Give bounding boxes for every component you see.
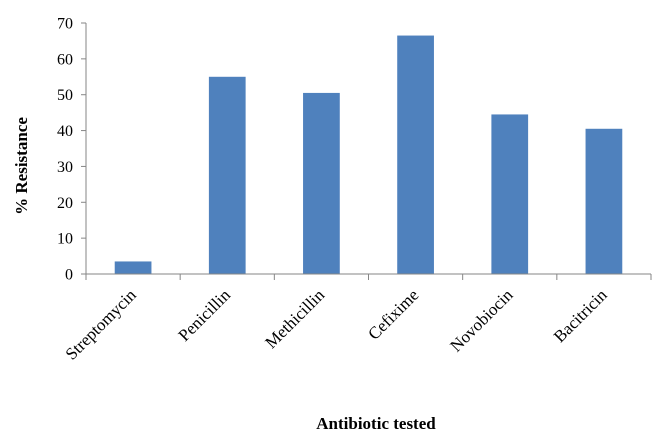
y-axis-title: % Resistance <box>12 117 31 215</box>
y-tick-label: 10 <box>57 231 73 248</box>
x-category-label: Bacitricin <box>550 285 611 346</box>
bar-bacitricin <box>585 128 623 274</box>
x-category-label: Streptomycin <box>62 285 141 364</box>
bar-novobiocin <box>491 114 529 274</box>
y-tick-label: 70 <box>57 16 73 33</box>
y-tick-label: 30 <box>57 159 73 176</box>
x-category-label: Novobiocin <box>446 285 517 356</box>
y-tick-label: 50 <box>57 87 73 104</box>
bar-cefixime <box>397 35 434 274</box>
x-category-label: Methicillin <box>261 285 328 352</box>
y-tick-label: 60 <box>57 51 73 68</box>
y-tick-label: 20 <box>57 195 73 212</box>
bar-methicillin <box>303 92 340 274</box>
axes-layer <box>81 22 652 280</box>
bars-layer <box>114 35 623 274</box>
x-axis-title: Antibiotic tested <box>316 414 436 433</box>
bar-streptomycin <box>114 261 152 274</box>
bar-penicillin <box>208 76 246 274</box>
y-tick-label: 40 <box>57 123 73 140</box>
x-category-label: Penicillin <box>175 285 235 345</box>
x-category-label: Cefixime <box>364 285 422 343</box>
y-tick-label: 0 <box>65 267 73 284</box>
